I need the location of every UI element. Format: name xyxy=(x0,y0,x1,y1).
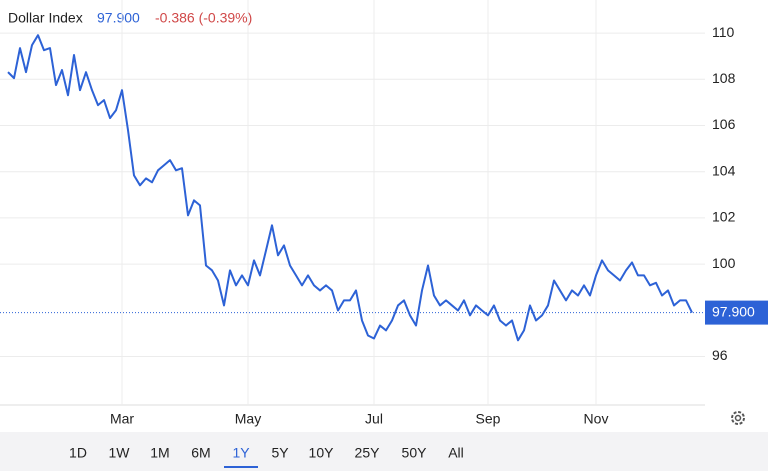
price: 97.900 xyxy=(97,10,140,26)
range-button[interactable]: 1D xyxy=(69,445,87,461)
range-button[interactable]: 6M xyxy=(191,445,210,461)
last-price-label: 97.900 xyxy=(712,303,755,319)
y-tick-label: 104 xyxy=(712,162,736,178)
change: -0.386 (-0.39%) xyxy=(155,10,252,26)
chart-title: Dollar Index xyxy=(8,10,83,26)
y-tick-label: 102 xyxy=(712,209,736,225)
range-button[interactable]: All xyxy=(448,445,464,461)
last-price-box xyxy=(705,300,768,325)
x-tick-label: Jul xyxy=(365,411,383,427)
range-button[interactable]: 5Y xyxy=(271,445,289,461)
settings-icon[interactable] xyxy=(731,411,745,425)
range-bar xyxy=(0,432,768,471)
range-button[interactable]: 50Y xyxy=(402,445,428,461)
y-tick-label: 106 xyxy=(712,116,736,132)
range-button[interactable]: 1M xyxy=(150,445,169,461)
x-tick-label: May xyxy=(235,411,261,427)
gear-center xyxy=(734,414,742,422)
range-button[interactable]: 1W xyxy=(109,445,131,461)
gear-teeth xyxy=(731,411,745,425)
x-tick-label: Nov xyxy=(584,411,609,427)
x-tick-label: Mar xyxy=(110,411,134,427)
y-tick-label: 100 xyxy=(712,255,736,271)
x-tick-label: Sep xyxy=(476,411,501,427)
y-tick-label: 108 xyxy=(712,70,736,86)
range-button[interactable]: 1Y xyxy=(232,445,250,461)
range-button[interactable]: 25Y xyxy=(355,445,381,461)
range-button[interactable]: 10Y xyxy=(309,445,335,461)
selected-underline xyxy=(224,466,258,468)
price-line xyxy=(7,34,693,342)
y-tick-label: 110 xyxy=(712,24,735,40)
y-tick-label: 96 xyxy=(712,347,728,363)
